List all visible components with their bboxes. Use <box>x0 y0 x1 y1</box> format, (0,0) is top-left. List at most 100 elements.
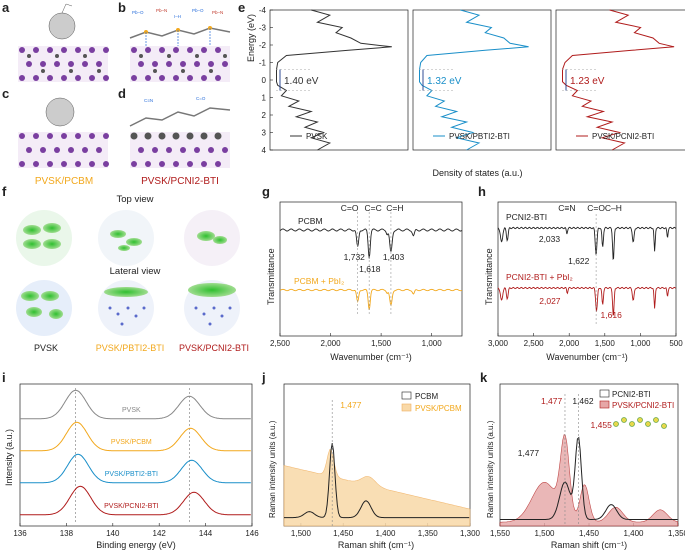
g-legend-pcbm: PCBM <box>298 216 323 226</box>
g-xlabel: Wavenumber (cm⁻¹) <box>330 352 412 362</box>
g-bond-label: C=O <box>341 203 359 213</box>
f-label-pcni2: PVSK/PCNI2-BTI <box>178 343 250 353</box>
panel-letter-c: c <box>2 86 10 101</box>
h-xtick-label: 1,500 <box>595 339 616 348</box>
h-series-pcni2-pbi2 <box>497 286 676 316</box>
j-series-pvsk-pcbm <box>283 449 471 527</box>
g-series-pcbm <box>279 228 463 259</box>
k-molecule-inset <box>613 417 667 429</box>
h-xtick-label: 500 <box>669 339 683 348</box>
g-peak-label: 1,732 <box>344 252 366 262</box>
k-molecule-atom <box>653 417 659 423</box>
g-xtick-label: 2,000 <box>321 339 342 348</box>
i-xlabel: Binding energy (eV) <box>96 540 176 550</box>
b-annotation-2: Pb–N <box>156 8 167 13</box>
panel-letter-d: d <box>118 86 126 101</box>
e-legend-label: PVSK <box>306 132 328 141</box>
e-gap-label: 1.32 eV <box>427 76 462 87</box>
i-series-line <box>20 389 251 420</box>
i-series-label: PVSK <box>122 407 141 414</box>
lateral-view-pcni2 <box>184 280 240 336</box>
e-legend-label: PVSK/PCNI2-BTI <box>592 132 654 141</box>
panel-letter-f: f <box>2 184 7 199</box>
k-xtick-label: 1,400 <box>623 529 644 538</box>
k-xtick-label: 1,450 <box>579 529 600 538</box>
f-lateral-view: Lateral view <box>109 266 161 277</box>
h-bond-label: C–H <box>605 203 622 213</box>
i-xtick-label: 136 <box>13 529 27 538</box>
k-molecule-atom <box>621 417 627 423</box>
k-legend-pcni2: PCNI2-BTI <box>612 390 651 399</box>
k-legend-swatch-pvsk-pcni2 <box>599 400 610 409</box>
i-xtick-label: 140 <box>106 529 120 538</box>
j-legend-swatch-pcbm <box>401 391 412 400</box>
g-bond-label: C=H <box>386 203 403 213</box>
k-xtick-label: 1,550 <box>490 529 511 538</box>
k-xlabel: Raman shift (cm⁻¹) <box>550 540 628 550</box>
i-ylabel: Intensity (a.u.) <box>4 428 14 486</box>
h-legend-pcni2: PCNI2-BTI <box>506 212 547 222</box>
d-annotation-2: C=O <box>196 96 206 101</box>
e-ytick-label: 0 <box>262 76 267 85</box>
k-xtick-label: 1,500 <box>534 529 555 538</box>
k-legend-swatch-pcni2 <box>599 389 610 398</box>
i-series-line <box>20 485 251 516</box>
e-gap-label: 1.40 eV <box>284 76 319 87</box>
panel-letter-i: i <box>2 370 6 385</box>
h-xtick-label: 2,000 <box>559 339 580 348</box>
e-ytick-label: -4 <box>259 6 267 15</box>
h-xtick-label: 2,500 <box>524 339 545 348</box>
h-peak-label: 2,027 <box>539 296 561 306</box>
top-view-pcni2 <box>184 210 240 266</box>
i-frame <box>19 383 253 527</box>
d-annotation-1: C≡N <box>144 98 153 103</box>
j-xtick-label: 1,450 <box>333 529 354 538</box>
b-annotation-3: I–H <box>174 14 181 19</box>
g-xtick-label: 1,500 <box>371 339 392 348</box>
f-top-view: Top view <box>116 194 154 205</box>
i-series-line <box>20 421 251 452</box>
k-molecule-atom <box>613 421 619 427</box>
j-xtick-label: 1,350 <box>418 529 439 538</box>
h-xlabel: Wavenumber (cm⁻¹) <box>546 352 628 362</box>
e-panel-frame <box>269 9 409 151</box>
b-annotation-5: Pb–N <box>212 10 223 15</box>
k-peak-label: 1,462 <box>572 396 594 406</box>
e-ytick-label: 1 <box>262 94 267 103</box>
k-peak-label: 1,455 <box>591 420 613 430</box>
k-molecule-atom <box>637 417 643 423</box>
panel-letter-g: g <box>262 184 270 199</box>
panel-letter-b: b <box>118 0 126 15</box>
h-frame <box>497 201 677 337</box>
panel-letter-j: j <box>262 370 266 385</box>
j-xtick-label: 1,400 <box>375 529 396 538</box>
h-peak-label: 1,616 <box>601 310 623 320</box>
g-frame <box>279 201 463 337</box>
j-peak-label: 1,477 <box>340 400 362 410</box>
perovskite-lattice <box>18 46 109 82</box>
structure-illustration-d: C≡N C=O <box>129 96 231 168</box>
k-series-pcni2 <box>500 436 678 520</box>
h-xtick-label: 1,000 <box>630 339 651 348</box>
h-xtick-label: 3,000 <box>488 339 509 348</box>
j-xtick-label: 1,300 <box>460 529 481 538</box>
j-xlabel: Raman shift (cm⁻¹) <box>337 540 415 550</box>
pcbm-molecule <box>48 3 76 40</box>
chart-h-ftir: 3,000 2,500 2,000 1,500 1,000 500 PCNI2-BTI PCN… <box>488 201 683 348</box>
i-series-line <box>20 453 251 484</box>
h-peak-label: 2,033 <box>539 234 561 244</box>
g-peak-label: 1,618 <box>359 264 381 274</box>
g-peak-label: 1,403 <box>383 252 405 262</box>
panel-letter-k: k <box>480 370 488 385</box>
k-legend-pvsk-pcni2: PVSK/PCNI2-BTI <box>612 401 674 410</box>
h-bond-label: C≡N <box>558 203 575 213</box>
k-series-pvsk-pcni2 <box>499 434 679 527</box>
e-ytick-label: 2 <box>262 111 267 120</box>
e-panel-frame <box>412 9 552 151</box>
i-series-label: PVSK/PCBM <box>111 439 152 446</box>
chart-g-ftir: 2,500 2,000 1,500 1,000 PCBM PCBM + PbI₂ C=O C=… <box>270 201 463 348</box>
i-xtick-label: 146 <box>245 529 259 538</box>
k-molecule-atom <box>661 423 667 429</box>
h-legend-pcni2-pbi2: PCNI2-BTI + PbI₂ <box>506 272 573 282</box>
e-xlabel: Density of states (a.u.) <box>432 168 523 178</box>
